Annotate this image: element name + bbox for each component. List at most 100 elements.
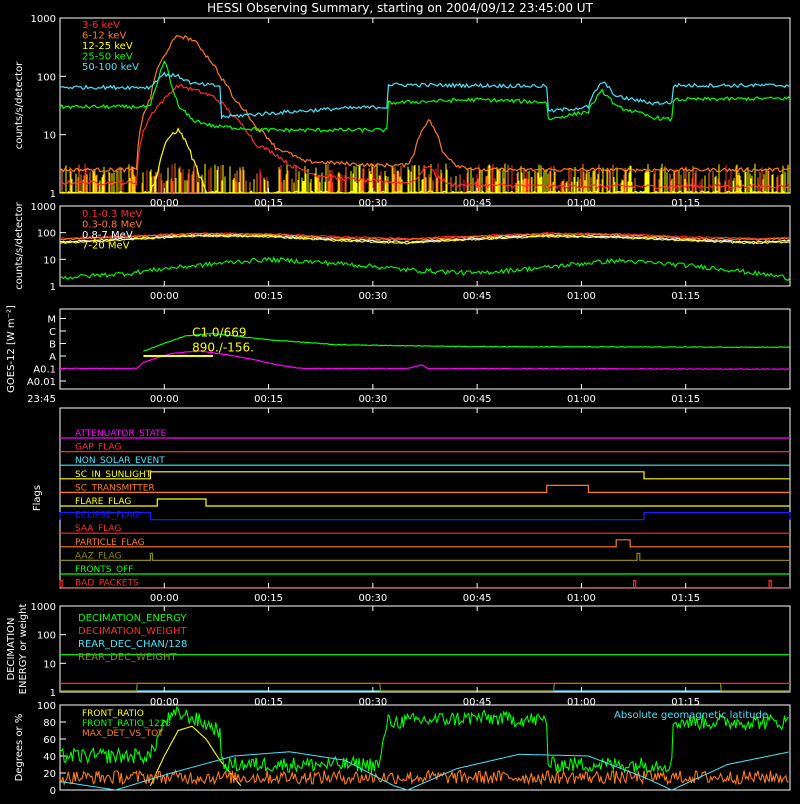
flags-xtick-label: 00:30	[358, 593, 387, 604]
decimation-ylabel-line2: ENERGY or weight	[18, 604, 29, 695]
highE-ylabel: counts/s/detector	[14, 201, 25, 289]
lowE-legend-entry: 12-25 keV	[82, 41, 133, 52]
lowE-legend-entry: 50-100 keV	[82, 62, 139, 73]
highE-series-line	[59, 232, 791, 240]
decimation-ytick-label: 1000	[31, 602, 56, 613]
flag-label: SC_TRANSMITTER	[75, 483, 155, 493]
flag-label: FRONTS_OFF	[75, 565, 133, 575]
goes-series-line	[59, 350, 791, 371]
lowE-series-line	[59, 60, 791, 134]
flag-label: FLARE_FLAG	[75, 497, 131, 507]
decimation-legend-entry: DECIMATION_ENERGY	[78, 613, 187, 624]
decimation-ytick-label: 1	[50, 688, 56, 699]
decimation-xtick-label: 00:00	[150, 697, 179, 708]
lowE-legend-entry: 3-6 keV	[82, 20, 120, 31]
decimation-series-line	[60, 682, 790, 692]
goes-xtick-label: 00:00	[150, 394, 179, 405]
lowE-count-bars	[61, 163, 789, 193]
lowE-xtick-label: 00:30	[358, 198, 387, 209]
flag-trace	[60, 539, 790, 548]
highE-legend-entry: 0.1-0.3 MeV	[82, 209, 142, 220]
lowE-xtick-label: 01:15	[671, 198, 700, 209]
flags-xtick-label: 01:15	[671, 593, 700, 604]
decimation-legend-entry: REAR_DEC_CHAN/128	[78, 639, 187, 650]
lowE-legend-entry: 6-12 keV	[82, 31, 126, 42]
lowE-ylabel: counts/s/detector	[14, 61, 25, 149]
goes-ytick-label: B	[49, 340, 56, 351]
decimation-frame	[59, 605, 791, 693]
lowE-series-line	[59, 71, 791, 120]
lowE-ytick-label: 100	[37, 72, 56, 83]
flag-label: AAZ_FLAG	[75, 551, 122, 561]
ratios-ytick-label: 40	[43, 752, 56, 763]
goes-ytick-label: A0.01	[27, 377, 56, 388]
flag-label: BAD_PACKETS	[75, 579, 139, 589]
decimation-xtick-label: 01:00	[567, 697, 596, 708]
highE-ytick-label: 1	[50, 282, 56, 293]
flags-xtick-label: 00:00	[150, 593, 179, 604]
lowE-xtick-label: 00:00	[150, 198, 179, 209]
goes-ytick-label: A0.1	[33, 365, 56, 376]
goes-ytick-label: C	[49, 327, 56, 338]
goes-position-annotation: 890./-156.	[192, 341, 254, 355]
flag-trace	[59, 512, 791, 521]
decimation-ytick-label: 100	[37, 631, 56, 642]
decimation-xtick-label: 00:45	[463, 697, 492, 708]
decimation-xtick-label: 00:30	[358, 697, 387, 708]
flag-label: SAA_FLAG	[75, 524, 121, 534]
highE-xtick-label: 00:45	[463, 291, 492, 302]
lowE-ytick-label: 1000	[31, 14, 56, 25]
highE-xtick-label: 01:00	[567, 291, 596, 302]
ratios-ytick-label: 20	[43, 769, 56, 780]
flag-trace	[60, 471, 790, 480]
flag-label: ATTENUATOR_STATE	[75, 429, 167, 439]
flag-trace	[60, 484, 790, 493]
goes-xtick-label: 01:15	[671, 394, 700, 405]
highE-legend-entry: 0.3-0.8 MeV	[82, 220, 142, 231]
highE-ytick-label: 1000	[31, 202, 56, 213]
goes-start-time-label: 23:45	[27, 394, 56, 405]
highE-legend-entry: 7-20 MeV	[82, 241, 130, 252]
ratios-ytick-label: 100	[37, 701, 56, 712]
chart-title: HESSI Observing Summary, starting on 200…	[207, 1, 593, 15]
flag-label: ECLIPSE_FLAG	[75, 511, 139, 521]
lowE-ytick-label: 1	[50, 189, 56, 200]
ratios-series-line	[59, 768, 789, 786]
ratios-ytick-label: 60	[43, 735, 56, 746]
highE-series-line	[59, 256, 791, 281]
lowE-series-line	[59, 127, 790, 194]
ratios-series-line	[59, 705, 789, 774]
flag-label: GAP_FLAG	[75, 443, 121, 453]
flag-trace	[59, 580, 790, 589]
ratios-series-line	[59, 751, 789, 791]
goes-xtick-label: 00:15	[254, 394, 283, 405]
highE-legend-entry: 0.8-7 MeV	[82, 230, 133, 241]
lowE-ytick-label: 10	[43, 131, 56, 142]
highE-xtick-label: 00:00	[150, 291, 179, 302]
flag-trace	[60, 498, 790, 507]
highE-xtick-label: 00:30	[358, 291, 387, 302]
lowE-xtick-label: 01:00	[567, 198, 596, 209]
goes-xtick-label: 01:00	[567, 394, 596, 405]
lowE-series-line	[59, 83, 791, 190]
highE-ytick-label: 10	[43, 255, 56, 266]
lowE-xtick-label: 00:45	[463, 198, 492, 209]
flags-ylabel: Flags	[32, 485, 43, 511]
goes-xtick-label: 00:45	[463, 394, 492, 405]
goes-xtick-label: 00:30	[358, 394, 387, 405]
decimation-xtick-label: 01:15	[671, 697, 700, 708]
decimation-legend-entry: DECIMATION_WEIGHT	[78, 626, 187, 637]
flags-xtick-label: 00:45	[463, 593, 492, 604]
lowE-legend-entry: 25-50 keV	[82, 52, 133, 63]
ratios-ytick-label: 0	[50, 786, 56, 797]
ratios-geomagnetic-annotation: Absolute geomagnetic latitude	[614, 710, 768, 721]
highE-frame	[59, 205, 791, 287]
highE-series-line	[59, 232, 791, 241]
flag-label: PARTICLE_FLAG	[75, 538, 145, 548]
goes-ytick-label: M	[47, 315, 56, 326]
ratios-ylabel: Degrees or %	[14, 714, 25, 782]
ratios-legend-entry: FRONT_RATIO	[82, 709, 144, 719]
ratios-ytick-label: 80	[43, 718, 56, 729]
